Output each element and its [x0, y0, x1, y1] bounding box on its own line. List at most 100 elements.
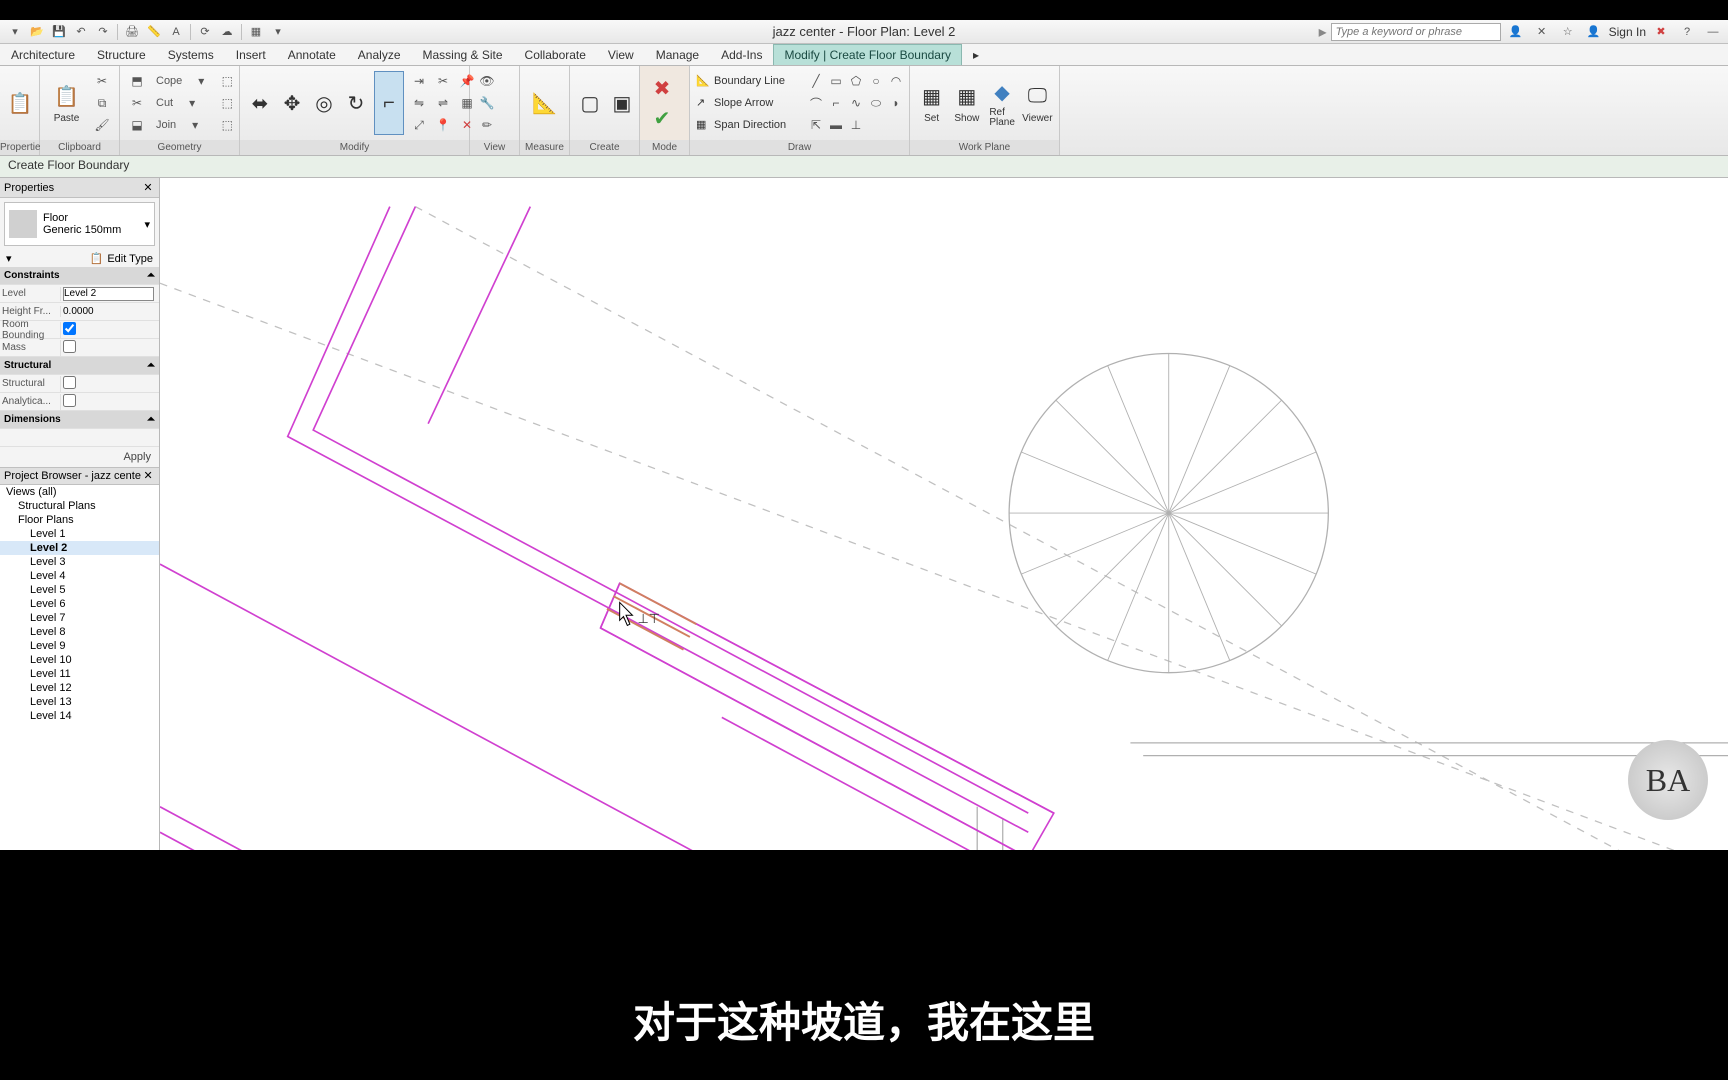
- cope-icon[interactable]: ⬒: [126, 71, 148, 91]
- app-menu-button[interactable]: ▾: [5, 23, 25, 41]
- viewer-button[interactable]: 🖵Viewer: [1022, 71, 1053, 135]
- browser-item[interactable]: Level 9: [0, 639, 159, 653]
- activate-dim-icon[interactable]: ⬌: [246, 71, 274, 135]
- tab-structure[interactable]: Structure: [86, 44, 157, 65]
- tab-annotate[interactable]: Annotate: [277, 44, 347, 65]
- unpin-icon[interactable]: 📍: [432, 115, 454, 135]
- browser-item[interactable]: Level 13: [0, 695, 159, 709]
- wall-join-icon[interactable]: ⬚: [216, 71, 238, 91]
- ref-plane-button[interactable]: ◆Ref Plane: [987, 71, 1018, 135]
- cut-drop-icon[interactable]: ▾: [181, 93, 203, 113]
- search-input[interactable]: [1331, 23, 1501, 41]
- partial-ellipse-icon[interactable]: ◗: [885, 93, 907, 113]
- mirror-axis-icon[interactable]: ⇋: [408, 93, 430, 113]
- browser-item[interactable]: Floor Plans: [0, 513, 159, 527]
- browser-item[interactable]: Level 4: [0, 569, 159, 583]
- move-icon[interactable]: ✥: [278, 71, 306, 135]
- rect-tool-icon[interactable]: ▭: [825, 71, 847, 91]
- span-direction-button[interactable]: ▦Span Direction: [696, 115, 801, 135]
- spline-tool-icon[interactable]: ∿: [845, 93, 867, 113]
- trim-icon[interactable]: ⌐: [374, 71, 404, 135]
- browser-item[interactable]: Level 12: [0, 681, 159, 695]
- browser-item[interactable]: Structural Plans: [0, 499, 159, 513]
- browser-item[interactable]: Level 3: [0, 555, 159, 569]
- join-drop-icon[interactable]: ▾: [184, 115, 206, 135]
- measure-icon[interactable]: 📏: [144, 23, 164, 41]
- pick-support-icon[interactable]: ⊥: [845, 115, 867, 135]
- type-selector[interactable]: Floor Generic 150mm ▾: [4, 202, 155, 246]
- cut-clip-icon[interactable]: ✂: [91, 71, 113, 91]
- split-face-icon[interactable]: ⬚: [216, 115, 238, 135]
- sync-icon[interactable]: ⟳: [195, 23, 215, 41]
- measure-button[interactable]: 📐: [526, 71, 563, 135]
- comm-center-icon[interactable]: ✖: [1651, 23, 1671, 41]
- mirror-draw-icon[interactable]: ⇌: [432, 93, 454, 113]
- help-icon[interactable]: ?: [1677, 23, 1697, 41]
- tab-add-ins[interactable]: Add-Ins: [710, 44, 773, 65]
- browser-item[interactable]: Level 10: [0, 653, 159, 667]
- browser-item[interactable]: Level 8: [0, 625, 159, 639]
- edit-type-icon[interactable]: 📋: [90, 252, 104, 265]
- ellipse-tool-icon[interactable]: ⬭: [865, 93, 887, 113]
- join-icon[interactable]: ⬓: [126, 115, 148, 135]
- level-input[interactable]: [63, 287, 154, 301]
- tab-massing-site[interactable]: Massing & Site: [412, 44, 514, 65]
- show-workplane-button[interactable]: ▦Show: [951, 71, 982, 135]
- arc3-tool-icon[interactable]: ⌒: [805, 93, 827, 113]
- browser-item[interactable]: Level 14: [0, 709, 159, 723]
- browser-close-icon[interactable]: ✕: [141, 469, 155, 483]
- tab-analyze[interactable]: Analyze: [347, 44, 412, 65]
- align-icon[interactable]: ⇥: [408, 71, 430, 91]
- paste-button[interactable]: 📋Paste: [46, 71, 87, 135]
- structural-checkbox[interactable]: [63, 376, 76, 389]
- browser-item[interactable]: Level 1: [0, 527, 159, 541]
- cope-drop-icon[interactable]: ▾: [190, 71, 212, 91]
- browser-item[interactable]: Level 6: [0, 597, 159, 611]
- undo-icon[interactable]: ↶: [71, 23, 91, 41]
- cancel-mode-icon[interactable]: ✖: [646, 74, 678, 102]
- subscription-icon[interactable]: 👤: [1506, 23, 1526, 41]
- browser-item[interactable]: Level 7: [0, 611, 159, 625]
- mass-checkbox[interactable]: [63, 340, 76, 353]
- pick-line-icon[interactable]: ⇱: [805, 115, 827, 135]
- tab-collaborate[interactable]: Collaborate: [514, 44, 597, 65]
- tab-expand-icon[interactable]: ▸: [962, 44, 990, 65]
- copy-clip-icon[interactable]: ⧉: [91, 93, 113, 113]
- slope-arrow-button[interactable]: ↗Slope Arrow: [696, 93, 801, 113]
- rotate-icon[interactable]: ↻: [342, 71, 370, 135]
- save-icon[interactable]: 💾: [49, 23, 69, 41]
- fillet-tool-icon[interactable]: ⌐: [825, 93, 847, 113]
- sign-in-label[interactable]: Sign In: [1609, 25, 1646, 39]
- arc-tool-icon[interactable]: ◠: [885, 71, 907, 91]
- beam-join-icon[interactable]: ⬚: [216, 93, 238, 113]
- minimize-icon[interactable]: —: [1703, 23, 1723, 41]
- tab-view[interactable]: View: [597, 44, 645, 65]
- line-tool-icon[interactable]: ╱: [805, 71, 827, 91]
- exchange-icon[interactable]: ✕: [1532, 23, 1552, 41]
- analytical-checkbox[interactable]: [63, 394, 76, 407]
- edit-type-button[interactable]: Edit Type: [107, 253, 153, 265]
- room-bounding-checkbox[interactable]: [63, 322, 76, 335]
- scale-icon[interactable]: ⤢: [408, 115, 430, 135]
- cloud-icon[interactable]: ☁: [217, 23, 237, 41]
- height-value[interactable]: 0.0000: [60, 306, 159, 317]
- switch-window-icon[interactable]: ▦: [246, 23, 266, 41]
- signin-icon[interactable]: 👤: [1584, 23, 1604, 41]
- pick-wall-icon[interactable]: ▬: [825, 115, 847, 135]
- boundary-line-button[interactable]: 📐Boundary Line: [696, 71, 801, 91]
- tab-modify-create-floor-boundary[interactable]: Modify | Create Floor Boundary: [773, 44, 962, 65]
- split-icon[interactable]: ✂: [432, 71, 454, 91]
- create-group-icon[interactable]: ▢: [576, 71, 604, 135]
- browser-item[interactable]: Level 11: [0, 667, 159, 681]
- finish-mode-icon[interactable]: ✔: [646, 104, 678, 132]
- browser-item[interactable]: Level 2: [0, 541, 159, 555]
- match-icon[interactable]: 🖌: [91, 115, 113, 135]
- redo-icon[interactable]: ↷: [93, 23, 113, 41]
- view-linework-icon[interactable]: ✏: [476, 115, 498, 135]
- customize-icon[interactable]: ▾: [268, 23, 288, 41]
- set-workplane-button[interactable]: ▦Set: [916, 71, 947, 135]
- browser-item[interactable]: Views (all): [0, 485, 159, 499]
- view-hide-icon[interactable]: 👁: [476, 71, 498, 91]
- favorite-icon[interactable]: ☆: [1558, 23, 1578, 41]
- open-icon[interactable]: 📂: [27, 23, 47, 41]
